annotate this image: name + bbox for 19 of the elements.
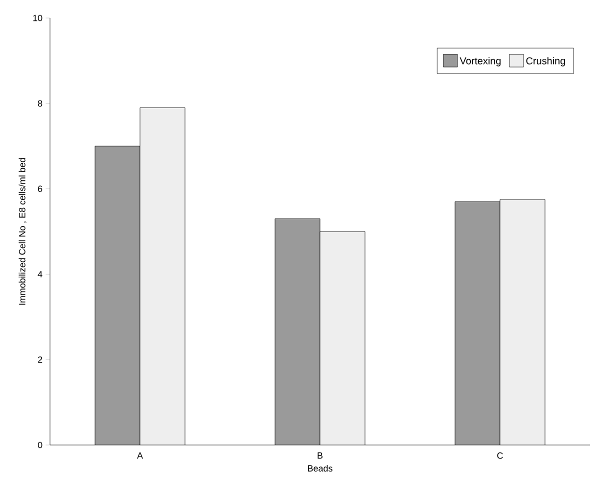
bar — [275, 218, 320, 445]
y-axis-title: Immobilized Cell No , E8 cells/ml bed — [18, 158, 26, 305]
y-tick-label: 0 — [38, 442, 42, 448]
bar — [95, 146, 140, 445]
x-tick-label: B — [318, 452, 323, 459]
x-tick-label: A — [137, 452, 143, 459]
legend-label: Crushing — [526, 57, 565, 66]
x-axis-title: Beads — [308, 464, 332, 472]
y-tick-label: 4 — [38, 271, 42, 278]
legend-label: Vortexing — [460, 57, 501, 66]
y-tick-label: 8 — [38, 100, 42, 107]
y-tick-label: 2 — [38, 356, 42, 363]
bar — [320, 231, 366, 445]
x-tick-label: C — [497, 452, 503, 459]
bar — [140, 108, 185, 445]
bar — [500, 199, 546, 445]
y-tick-label: 10 — [33, 14, 42, 22]
y-tick-label: 6 — [38, 186, 42, 192]
bar — [454, 201, 500, 445]
